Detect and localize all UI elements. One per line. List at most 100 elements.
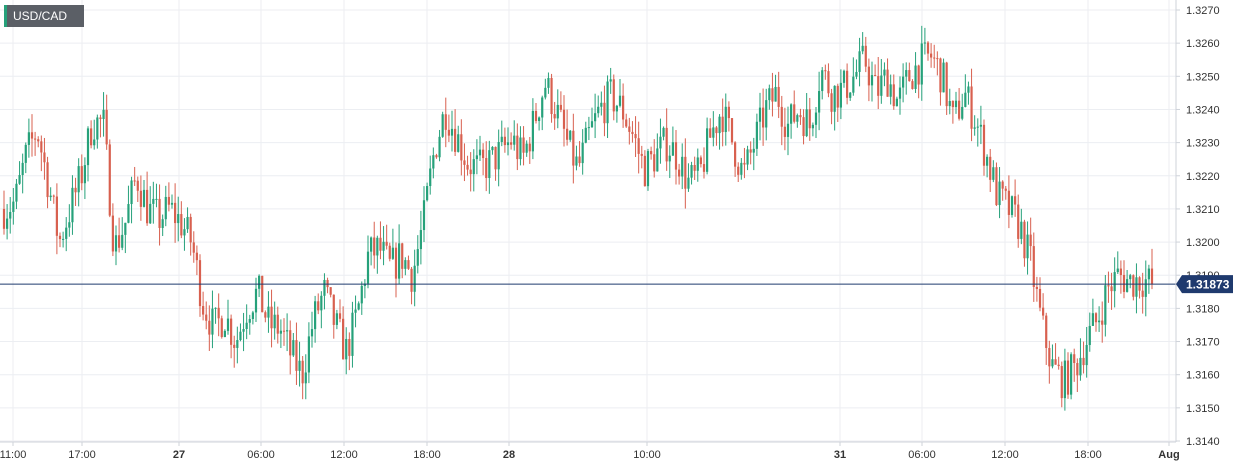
- y-tick-label: 1.3200: [1186, 237, 1220, 249]
- candle: [740, 158, 743, 180]
- candle: [9, 197, 12, 234]
- candle-body: [1119, 268, 1122, 275]
- candle-body: [1014, 196, 1017, 205]
- candle: [864, 36, 867, 73]
- candle: [886, 58, 889, 97]
- candle: [136, 176, 139, 202]
- candle-body: [590, 121, 594, 128]
- candle-body: [258, 275, 261, 289]
- candle-body: [945, 62, 948, 107]
- candle: [332, 294, 335, 339]
- candle-body: [926, 42, 930, 54]
- candle-body: [874, 75, 877, 77]
- candle-body: [575, 156, 578, 166]
- candle-body: [335, 313, 338, 325]
- y-tick-label: 1.3250: [1186, 71, 1220, 83]
- candle: [1094, 312, 1098, 332]
- candle-body: [628, 126, 631, 132]
- candle: [236, 326, 239, 364]
- candle-body: [908, 70, 911, 82]
- x-tick-label: 17:00: [68, 449, 96, 461]
- candle-body: [920, 43, 923, 85]
- candle-body: [1017, 204, 1020, 239]
- candle: [522, 126, 525, 166]
- candle: [248, 314, 251, 335]
- candle: [973, 115, 976, 136]
- candle-body: [450, 128, 454, 136]
- candle: [30, 114, 34, 157]
- candle-body: [534, 110, 538, 122]
- candle-body: [136, 180, 139, 191]
- candle: [388, 242, 391, 262]
- candle-body: [142, 189, 146, 207]
- candle-body: [1101, 320, 1104, 325]
- x-tick-label: 18:00: [413, 449, 441, 461]
- candle-body: [127, 204, 130, 223]
- candle: [108, 139, 111, 218]
- candle: [1029, 217, 1032, 261]
- candle: [553, 101, 556, 130]
- candle: [111, 203, 114, 257]
- y-tick-label: 1.3180: [1186, 303, 1220, 315]
- candle-body: [1038, 288, 1042, 308]
- candle: [149, 186, 152, 224]
- candle-body: [640, 153, 643, 156]
- candle: [867, 58, 870, 102]
- candle: [830, 88, 833, 125]
- candle-body: [198, 260, 202, 307]
- candle: [1091, 298, 1094, 326]
- candle-body: [1094, 313, 1098, 323]
- candle: [93, 119, 96, 150]
- candle-body: [1132, 275, 1135, 297]
- candle-body: [858, 51, 861, 72]
- candle-body: [329, 287, 332, 295]
- candle-body: [472, 159, 475, 175]
- candle: [317, 293, 320, 315]
- candle: [930, 43, 933, 68]
- candle: [656, 133, 659, 172]
- y-axis: 1.3270 1.3260 1.3250 1.3240 1.3230 1.3220 1.32…: [1176, 5, 1220, 448]
- x-tick-label: 27: [173, 449, 185, 461]
- candle: [734, 141, 737, 177]
- candle-body: [1020, 221, 1023, 239]
- candle: [566, 109, 569, 146]
- candle-body: [830, 93, 833, 112]
- candle-body: [821, 70, 824, 92]
- candle: [419, 210, 422, 265]
- candle: [615, 104, 618, 123]
- candle-body: [811, 124, 814, 129]
- candle-body: [1110, 286, 1113, 292]
- candle-body: [1091, 313, 1094, 326]
- candle: [877, 56, 880, 110]
- candle-body: [1079, 357, 1082, 376]
- candle-body: [152, 198, 155, 204]
- candle: [273, 301, 276, 340]
- candle-body: [951, 100, 954, 108]
- candle-body: [317, 301, 320, 311]
- candle: [702, 147, 706, 179]
- candle-body: [961, 106, 964, 119]
- candle: [687, 163, 690, 192]
- y-tick-label: 1.3210: [1186, 204, 1220, 216]
- candle: [612, 74, 615, 121]
- candle-body: [1060, 366, 1063, 399]
- candle: [429, 155, 432, 195]
- candle: [790, 103, 793, 139]
- candle: [911, 79, 914, 90]
- candle: [1004, 186, 1007, 200]
- candle: [1088, 312, 1091, 352]
- candle-body: [62, 238, 65, 240]
- candle: [497, 129, 500, 187]
- candle-body: [338, 313, 342, 319]
- candle: [709, 118, 712, 138]
- candle: [55, 183, 58, 255]
- candle-body: [494, 146, 497, 170]
- candle: [485, 141, 488, 192]
- candle-body: [68, 222, 71, 228]
- candle: [233, 335, 236, 368]
- candle-body: [519, 137, 522, 160]
- candle-body: [889, 84, 892, 97]
- candle-body: [310, 329, 314, 337]
- candle-body: [1026, 234, 1029, 259]
